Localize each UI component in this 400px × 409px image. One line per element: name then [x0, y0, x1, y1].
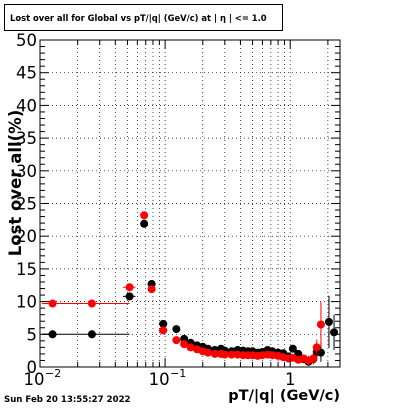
y-tick-label: 20	[16, 227, 37, 246]
data-point	[186, 343, 195, 352]
y-tick-label: 5	[27, 325, 38, 344]
timestamp: Sun Feb 20 13:55:27 2022	[4, 395, 131, 405]
y-tick-label: 40	[16, 96, 37, 115]
y-tick-label: 10	[16, 293, 37, 312]
data-point	[172, 336, 181, 345]
data-point	[159, 326, 168, 335]
x-tick-label-exponent: −1	[170, 367, 186, 380]
data-point	[210, 349, 219, 358]
y-tick-label: 0	[27, 358, 38, 377]
x-tick-label: 1	[285, 370, 296, 389]
x-axis-title: pT/|q| (GeV/c)	[228, 388, 340, 404]
data-point	[87, 299, 96, 308]
data-point	[180, 340, 189, 349]
y-tick-label: 50	[16, 31, 37, 50]
y-tick-label: 30	[16, 162, 37, 181]
axis-ticks	[39, 39, 340, 368]
data-markers	[42, 211, 339, 366]
data-point	[203, 348, 212, 357]
data-point	[87, 330, 96, 339]
y-tick-label: 45	[16, 64, 37, 83]
data-point	[324, 317, 333, 326]
y-axis-title: Lost over all(%)	[6, 110, 25, 257]
y-tick-label: 25	[16, 195, 37, 214]
data-point	[220, 350, 229, 359]
chart-title-box: Lost over all for Global vs pT/|q| (GeV/…	[4, 4, 283, 31]
grid-lines	[40, 40, 340, 367]
y-tick-label: 15	[16, 260, 37, 279]
chart-title: Lost over all for Global vs pT/|q| (GeV/…	[10, 12, 267, 23]
x-tick-label: 10	[24, 370, 45, 389]
data-point	[147, 285, 156, 294]
y-tick-label: 35	[16, 129, 37, 148]
data-point	[312, 343, 321, 352]
data-point	[309, 354, 318, 363]
data-point	[330, 328, 339, 337]
data-point	[125, 283, 134, 292]
data-point	[159, 319, 168, 328]
data-point	[172, 325, 181, 334]
x-tick-label-exponent: −2	[45, 367, 61, 380]
data-point	[140, 219, 149, 228]
data-point	[140, 211, 149, 220]
data-point	[125, 292, 134, 301]
data-point	[316, 320, 325, 329]
data-point	[227, 350, 236, 359]
data-point	[288, 344, 297, 353]
x-tick-label: 10	[149, 370, 170, 389]
